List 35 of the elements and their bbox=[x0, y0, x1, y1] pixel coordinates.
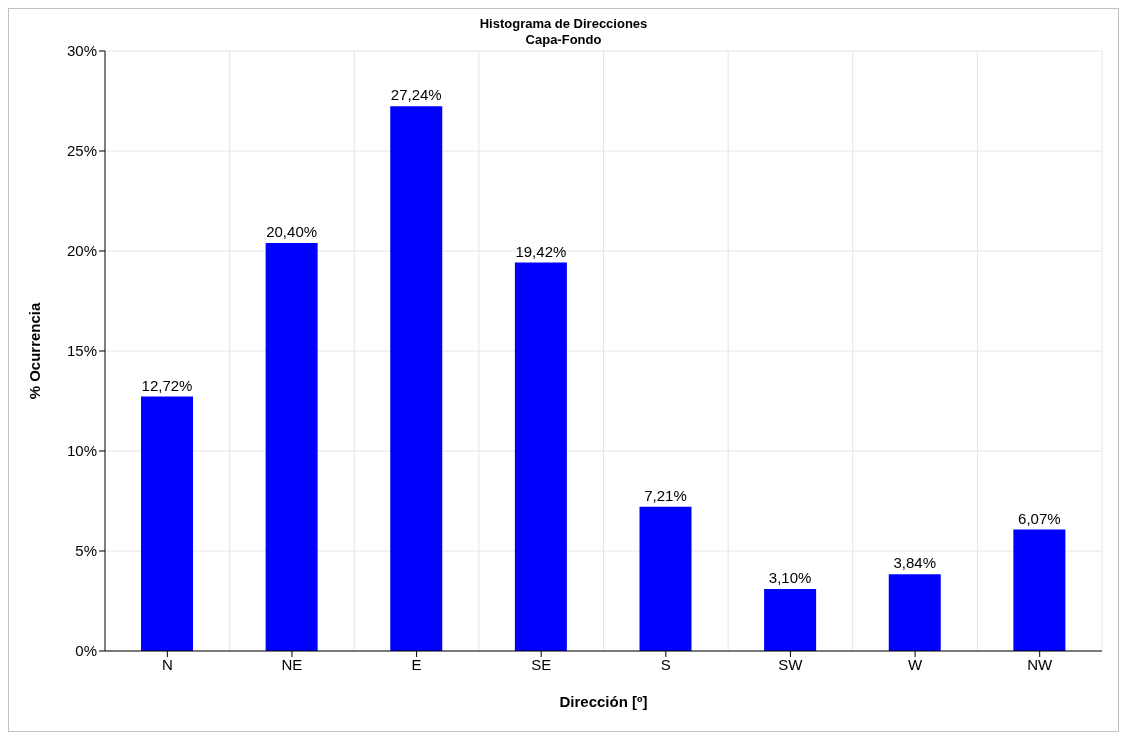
x-axis-title: Dirección [º] bbox=[559, 693, 648, 710]
y-tick-label: 10% bbox=[66, 442, 97, 460]
bar bbox=[639, 506, 692, 651]
bar bbox=[141, 396, 193, 651]
data-label: 20,40% bbox=[266, 223, 318, 240]
y-tick-label: 5% bbox=[75, 542, 97, 560]
data-label: 3,10% bbox=[768, 569, 812, 586]
bar bbox=[514, 262, 567, 651]
bar bbox=[1013, 529, 1066, 651]
bar bbox=[265, 243, 318, 651]
bar bbox=[888, 574, 941, 651]
data-label: 19,42% bbox=[515, 242, 567, 260]
x-tick-label: S bbox=[660, 655, 671, 673]
data-label: 7,21% bbox=[644, 486, 687, 504]
x-tick-label: NW bbox=[1027, 655, 1054, 673]
y-tick-label: 20% bbox=[66, 242, 97, 260]
y-axis-title: % Ocurrencia bbox=[26, 301, 44, 400]
y-tick-label: 15% bbox=[66, 342, 97, 360]
x-tick-label: W bbox=[907, 655, 923, 673]
data-label: 12,72% bbox=[141, 376, 193, 394]
x-tick-label: NE bbox=[281, 655, 303, 673]
data-label: 27,24% bbox=[390, 86, 442, 104]
y-tick-label: 25% bbox=[66, 142, 97, 160]
data-label: 6,07% bbox=[1018, 509, 1061, 527]
bar bbox=[390, 106, 443, 651]
x-tick-label: SE bbox=[531, 655, 552, 673]
y-tick-label: 0% bbox=[75, 642, 97, 660]
x-tick-label: SW bbox=[778, 655, 804, 673]
chart-title: Histograma de Direcciones bbox=[478, 16, 649, 32]
data-label: 3,84% bbox=[893, 554, 937, 572]
chart-subtitle: Capa-Fondo bbox=[525, 32, 602, 47]
x-tick-label: E bbox=[411, 655, 422, 673]
x-tick-label: N bbox=[161, 655, 173, 673]
y-tick-label: 30% bbox=[66, 42, 97, 60]
bar bbox=[764, 589, 817, 651]
